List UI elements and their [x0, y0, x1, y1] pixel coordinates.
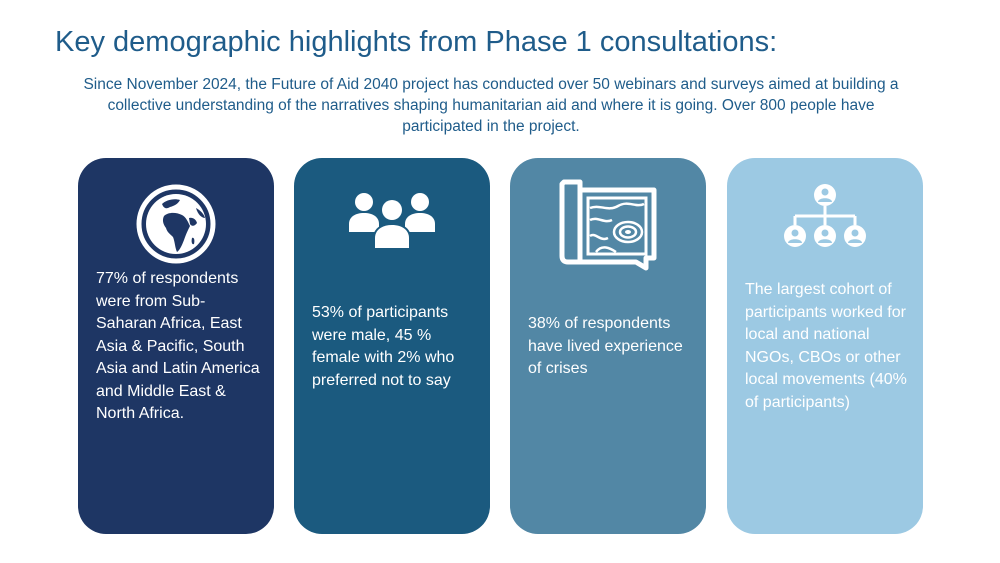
card-gender: 53% of participants were male, 45 % fema… — [294, 158, 490, 534]
people-group-icon — [347, 188, 437, 255]
globe-icon — [134, 182, 218, 271]
org-chart-icon — [783, 182, 867, 267]
card-regions-text: 77% of respondents were from Sub-Saharan… — [96, 270, 260, 422]
card-crises: 38% of respondents have lived experience… — [510, 158, 706, 534]
card-crises-text: 38% of respondents have lived experience… — [528, 315, 683, 377]
card-gender-text: 53% of participants were male, 45 % fema… — [312, 304, 455, 389]
card-organisations-text: The largest cohort of participants worke… — [745, 281, 907, 411]
map-scroll-icon — [556, 176, 660, 277]
intro-paragraph: Since November 2024, the Future of Aid 2… — [83, 76, 899, 135]
page-title: Key demographic highlights from Phase 1 … — [55, 26, 778, 58]
card-regions: 77% of respondents were from Sub-Saharan… — [78, 158, 274, 534]
card-organisations: The largest cohort of participants worke… — [727, 158, 923, 534]
